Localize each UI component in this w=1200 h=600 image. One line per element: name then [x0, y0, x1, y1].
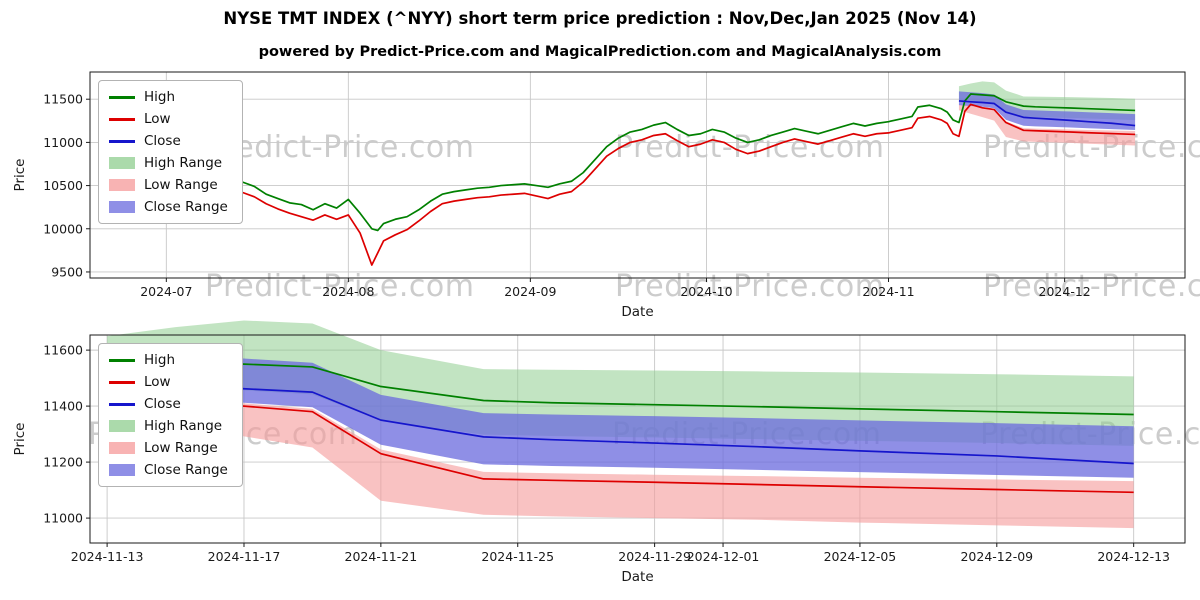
low-range-band — [958, 104, 1136, 146]
legend-band-swatch — [109, 201, 135, 213]
legend-item-low: Low — [109, 111, 228, 127]
svg-text:2024-07: 2024-07 — [140, 284, 192, 299]
svg-text:11400: 11400 — [43, 399, 83, 414]
plot-border — [89, 71, 1186, 279]
legend-label: High — [144, 89, 176, 105]
legend-item-high: High — [109, 89, 228, 105]
svg-text:2024-12-05: 2024-12-05 — [824, 549, 897, 564]
legend-label: Close — [144, 133, 181, 149]
legend-item-high-range: High Range — [109, 418, 228, 434]
svg-text:2024-10: 2024-10 — [680, 284, 732, 299]
x-axis: 2024-07 2024-08 2024-09 2024-10 2024-11 2024-… — [140, 278, 1091, 299]
legend-label: High Range — [144, 155, 223, 171]
legend-item-low: Low — [109, 374, 228, 390]
series-low-line — [125, 103, 1136, 266]
svg-text:11000: 11000 — [43, 135, 83, 150]
legend-band-swatch — [109, 179, 135, 191]
svg-text:2024-12: 2024-12 — [1039, 284, 1091, 299]
figure-title: NYSE TMT INDEX (^NYY) short term price p… — [223, 9, 977, 28]
low-range-band — [107, 394, 1134, 529]
y-axis: 9500 10000 10500 11000 11500 — [43, 92, 90, 279]
legend-label: Close Range — [144, 462, 228, 478]
svg-text:2024-12-13: 2024-12-13 — [1097, 549, 1170, 564]
watermark-text: Predict-Price.com — [983, 269, 1200, 304]
legend-item-close: Close — [109, 396, 228, 412]
legend-top-chart: High Low Close High Range Low Range Close Ran… — [98, 80, 243, 224]
figure-subtitle: powered by Predict-Price.com and Magical… — [258, 44, 942, 60]
high-range-band — [107, 320, 1134, 446]
plot-border — [89, 334, 1186, 544]
legend-item-high: High — [109, 352, 228, 368]
legend-label: Close — [144, 396, 181, 412]
svg-text:11500: 11500 — [43, 92, 83, 107]
legend-label: Low Range — [144, 440, 218, 456]
legend-line-swatch — [109, 380, 135, 384]
legend-band-swatch — [109, 157, 135, 169]
legend-line-swatch — [109, 358, 135, 362]
svg-text:10000: 10000 — [43, 221, 83, 236]
series-high-line — [125, 93, 1136, 232]
svg-text:11600: 11600 — [43, 343, 83, 358]
svg-text:2024-11-17: 2024-11-17 — [208, 549, 281, 564]
legend-line-swatch — [109, 139, 135, 143]
svg-text:2024-08: 2024-08 — [322, 284, 374, 299]
y-axis: 11000 11200 11400 11600 — [43, 343, 90, 526]
legend-label: Close Range — [144, 199, 228, 215]
legend-line-swatch — [109, 117, 135, 121]
legend-band-swatch — [109, 442, 135, 454]
x-axis: 2024-11-13 2024-11-17 2024-11-21 2024-11-25… — [71, 543, 1170, 564]
legend-item-close-range: Close Range — [109, 462, 228, 478]
legend-item-high-range: High Range — [109, 155, 228, 171]
legend-band-swatch — [109, 420, 135, 432]
close-range-band — [107, 352, 1134, 478]
watermark-text: Predict-Price.com — [205, 269, 475, 304]
legend-label: High Range — [144, 418, 223, 434]
svg-text:10500: 10500 — [43, 178, 83, 193]
svg-text:2024-11-25: 2024-11-25 — [481, 549, 554, 564]
legend-label: High — [144, 352, 176, 368]
svg-text:2024-11-29: 2024-11-29 — [618, 549, 691, 564]
legend-bottom-chart: High Low Close High Range Low Range Close Ran… — [98, 343, 243, 487]
close-range-band — [958, 91, 1136, 130]
svg-text:2024-12-09: 2024-12-09 — [960, 549, 1033, 564]
svg-text:2024-11-13: 2024-11-13 — [71, 549, 144, 564]
legend-label: Low — [144, 111, 171, 127]
svg-text:9500: 9500 — [51, 264, 83, 279]
chart-history-and-prediction: 2024-07 2024-08 2024-09 2024-10 2024-11 2024-… — [12, 71, 1186, 320]
legend-label: Low — [144, 374, 171, 390]
legend-item-low-range: Low Range — [109, 177, 228, 193]
svg-text:2024-11: 2024-11 — [862, 284, 914, 299]
y-axis-label: Price — [12, 159, 28, 192]
x-axis-label: Date — [621, 569, 653, 585]
legend-label: Low Range — [144, 177, 218, 193]
legend-item-low-range: Low Range — [109, 440, 228, 456]
x-axis-label: Date — [621, 304, 653, 320]
svg-text:11200: 11200 — [43, 455, 83, 470]
legend-band-swatch — [109, 464, 135, 476]
watermark-text: Predict-Price.com — [205, 130, 475, 165]
series-close-line — [958, 100, 1136, 127]
y-axis-label: Price — [12, 423, 28, 456]
legend-line-swatch — [109, 402, 135, 406]
svg-text:2024-12-01: 2024-12-01 — [687, 549, 760, 564]
high-range-band — [958, 81, 1136, 121]
svg-text:11000: 11000 — [43, 511, 83, 526]
svg-text:2024-09: 2024-09 — [504, 284, 556, 299]
svg-text:2024-11-21: 2024-11-21 — [345, 549, 418, 564]
legend-item-close-range: Close Range — [109, 199, 228, 215]
watermark-text: Predict-Price.com — [615, 269, 885, 304]
legend-item-close: Close — [109, 133, 228, 149]
legend-line-swatch — [109, 95, 135, 99]
